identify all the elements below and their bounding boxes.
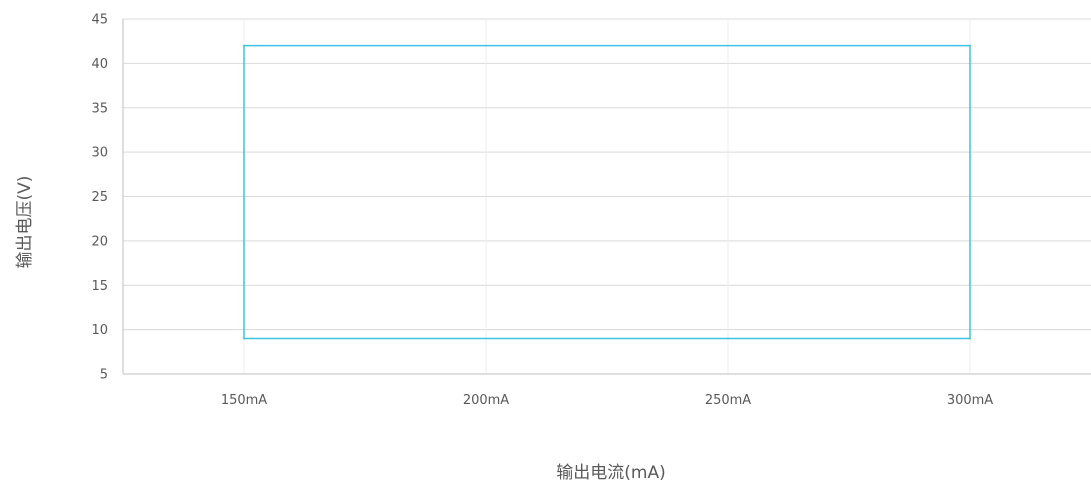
x-tick-label: 250mA [705, 393, 751, 408]
y-tick-label: 25 [91, 190, 108, 205]
label-layer: 5 10 15 20 25 30 35 40 45 150mA 200mA 250mA 300mA [91, 13, 993, 409]
y-tick-label: 5 [100, 368, 108, 383]
y-tick-label: 20 [91, 234, 108, 249]
x-tick-label: 300mA [947, 393, 993, 408]
y-tick-label: 45 [91, 13, 108, 28]
y-axis-title: 输出电压(V) [15, 176, 35, 269]
y-tick-label: 10 [91, 323, 108, 338]
y-tick-label: 30 [91, 146, 108, 161]
grid-layer [123, 18, 1091, 374]
axis-layer [122, 19, 1091, 375]
x-axis-title: 输出电流(mA) [556, 463, 665, 483]
x-tick-label: 150mA [221, 393, 267, 408]
series-layer [243, 44, 971, 340]
y-tick-label: 35 [91, 101, 108, 116]
y-tick-label: 15 [91, 279, 108, 294]
y-tick-label: 40 [91, 57, 108, 72]
x-tick-label: 200mA [463, 393, 509, 408]
